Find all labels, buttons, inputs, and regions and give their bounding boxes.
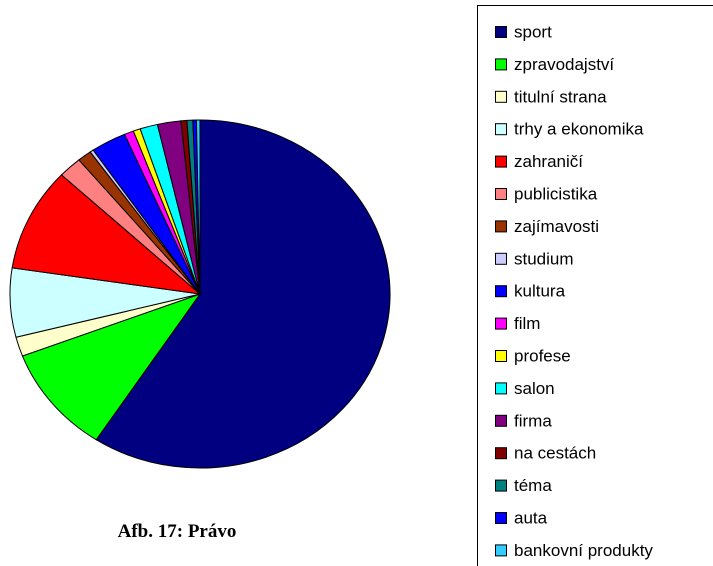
legend-label: titulní strana: [514, 87, 607, 106]
legend-label: na cestách: [514, 444, 596, 463]
pie-slice: [21, 293, 202, 441]
legend-swatch: [495, 58, 507, 71]
legend-box: [477, 5, 713, 566]
legend-label: trhy a ekonomika: [514, 120, 644, 139]
legend-swatch: [495, 414, 507, 427]
legend-label: studium: [514, 249, 574, 268]
legend-swatch: [495, 155, 507, 168]
pie-slice: [195, 119, 201, 295]
legend-swatch: [495, 123, 507, 136]
legend-swatch: [495, 512, 507, 524]
legend-label: film: [514, 314, 540, 333]
legend-label: téma: [514, 476, 552, 495]
caption: Afb. 17: Právo: [118, 521, 237, 542]
legend-label: kultura: [514, 282, 566, 301]
legend-label: profese: [514, 346, 571, 365]
legend-label: firma: [514, 411, 552, 430]
legend-label: publicistika: [514, 184, 598, 203]
legend-label: zahraničí: [514, 152, 583, 171]
legend-label: salon: [514, 379, 555, 398]
legend-swatch: [495, 317, 507, 330]
legend-swatch: [495, 252, 507, 265]
legend-swatch: [495, 188, 507, 200]
legend-swatch: [495, 220, 507, 233]
legend-label: bankovní produkty: [514, 541, 653, 560]
legend-swatch: [495, 26, 507, 38]
legend-swatch: [495, 350, 507, 362]
pie-slice: [11, 174, 202, 295]
legend-label: auta: [514, 508, 548, 527]
pie-slice: [95, 119, 391, 469]
legend-label: sport: [514, 22, 552, 41]
legend-swatch: [495, 544, 507, 557]
legend-swatch: [495, 285, 507, 298]
legend-swatch: [495, 479, 507, 492]
legend-label: zpravodajství: [514, 55, 614, 74]
legend-swatch: [495, 90, 507, 103]
legend-swatch: [495, 382, 507, 395]
legend-swatch: [495, 447, 507, 460]
legend-label: zajímavosti: [514, 217, 599, 236]
